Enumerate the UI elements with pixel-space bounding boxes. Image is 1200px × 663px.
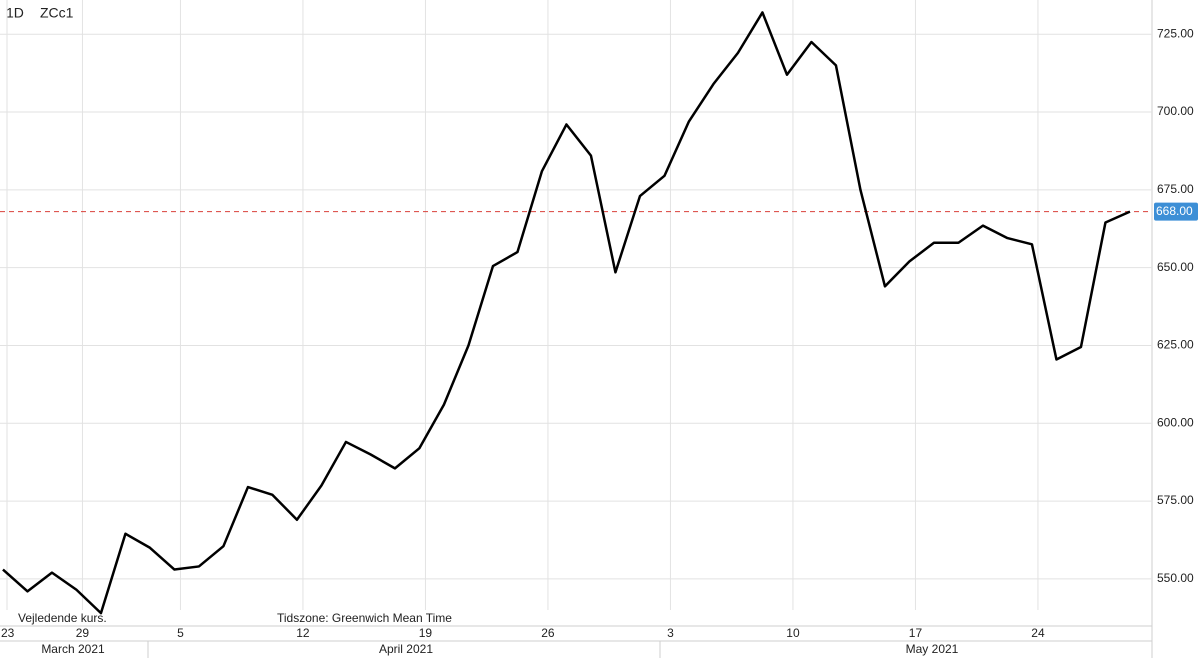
x-tick-label: 12 — [296, 626, 310, 640]
y-tick-label: 625.00 — [1157, 338, 1194, 352]
y-tick-label: 675.00 — [1157, 182, 1194, 196]
month-label: March 2021 — [41, 642, 105, 656]
note: Tidszone: Greenwich Mean Time — [277, 611, 452, 625]
x-tick-label: 5 — [177, 626, 184, 640]
y-tick-label: 725.00 — [1157, 26, 1194, 40]
x-tick-label: 24 — [1031, 626, 1045, 640]
note: Vejledende kurs. — [18, 611, 107, 625]
x-tick-label: 17 — [909, 626, 923, 640]
y-tick-label: 600.00 — [1157, 415, 1194, 429]
last-price-label: 668.00 — [1156, 204, 1193, 218]
x-tick-label: 29 — [76, 626, 90, 640]
x-tick-label: 3 — [667, 626, 674, 640]
symbol: ZCc1 — [40, 5, 74, 21]
x-tick-label: 19 — [419, 626, 433, 640]
price-line — [2, 11, 1131, 615]
y-tick-label: 650.00 — [1157, 260, 1194, 274]
x-tick-label: 10 — [786, 626, 800, 640]
last-price-tag — [1154, 202, 1198, 221]
y-tick-label: 550.00 — [1157, 571, 1194, 585]
y-tick-label: 575.00 — [1157, 493, 1194, 507]
x-tick-label: 26 — [541, 626, 555, 640]
y-tick-label: 700.00 — [1157, 104, 1194, 118]
month-label: May 2021 — [906, 642, 959, 656]
month-label: April 2021 — [379, 642, 433, 656]
interval: 1D — [6, 5, 24, 21]
x-tick-label: 23 — [1, 626, 15, 640]
